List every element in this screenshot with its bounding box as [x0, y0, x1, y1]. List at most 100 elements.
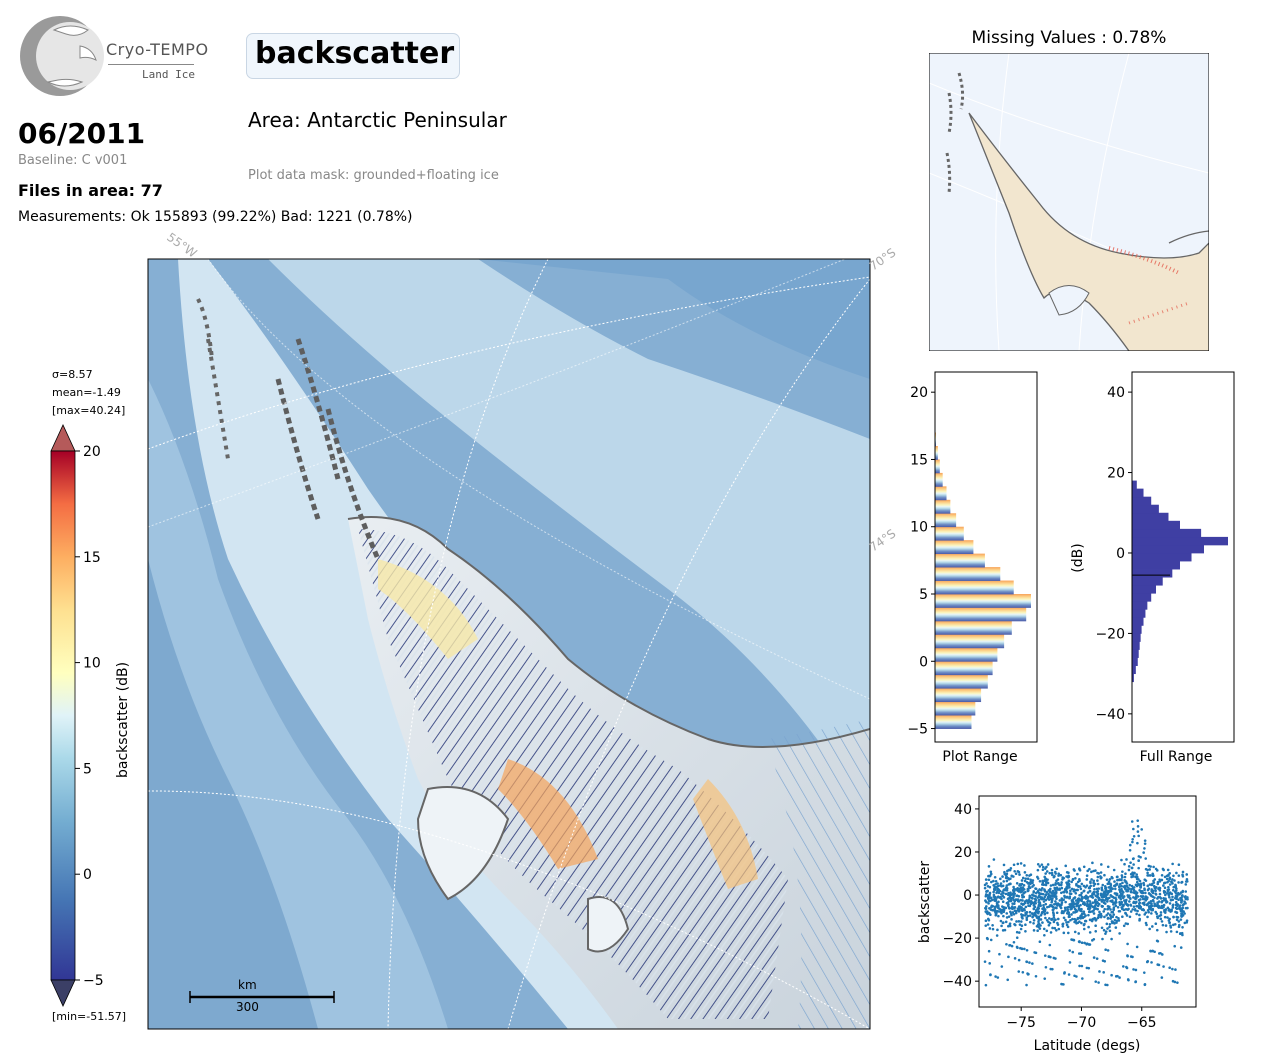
stat-mean: mean=-1.49	[52, 386, 121, 399]
scatter-point	[1028, 914, 1032, 917]
scatter-point	[1077, 884, 1080, 888]
scatter-point	[1005, 884, 1009, 887]
scatter-point	[1041, 921, 1044, 924]
scatter-point	[1089, 880, 1092, 884]
scatter-point	[991, 923, 994, 927]
scatter-point	[1013, 922, 1016, 926]
scatter-point	[1109, 914, 1113, 918]
scatter-point	[1168, 917, 1171, 921]
scatter-point	[1148, 892, 1152, 896]
scatter-point	[1000, 884, 1003, 888]
scatter-point	[1051, 967, 1054, 971]
scatter-point	[1081, 977, 1084, 980]
scatter-point	[1106, 893, 1109, 896]
scatter-point	[1138, 917, 1142, 921]
scatter-point	[1066, 908, 1070, 912]
scatter-point	[1117, 895, 1121, 899]
scatter-point	[1073, 917, 1077, 921]
scatter-point	[1042, 906, 1046, 909]
histogram-bar	[1132, 593, 1152, 602]
scatter-point	[1026, 877, 1030, 881]
measurements-label: Measurements: Ok 155893 (99.22%) Bad: 12…	[18, 209, 413, 225]
scatter-point	[1070, 899, 1074, 902]
scatter-point	[989, 870, 993, 874]
scatter-point	[988, 927, 992, 930]
scatter-point	[1144, 891, 1147, 895]
scatter-point	[1186, 897, 1189, 901]
scatter-point	[1136, 841, 1139, 845]
scatter-point	[1067, 913, 1071, 916]
scatter-point	[1065, 896, 1069, 899]
scatter-point	[1007, 868, 1011, 872]
scatter-point	[1064, 888, 1068, 892]
scatter-point	[1157, 887, 1161, 890]
scatter-point	[1132, 863, 1135, 866]
scatter-point	[1051, 883, 1055, 887]
scatter-point	[1050, 871, 1054, 875]
scatter-point	[1070, 880, 1073, 884]
scatter-point	[1119, 892, 1123, 896]
scatter-point	[1143, 983, 1147, 986]
plot-range-histogram: 20 15 10 5 0 −5 Plot Range	[907, 371, 1038, 765]
scatter-point	[1172, 874, 1175, 878]
scatter-point	[1109, 908, 1112, 911]
scatter-point	[1096, 879, 1099, 882]
scatter-point	[1077, 940, 1081, 943]
scatter-point	[1056, 921, 1059, 925]
scatter-point	[1043, 908, 1047, 911]
scatter-point	[1025, 912, 1028, 916]
scatter-point	[1160, 906, 1164, 910]
scatter-point	[987, 894, 991, 898]
scatter-point	[1012, 875, 1015, 878]
scatter-point	[1176, 915, 1180, 919]
scatter-point	[1044, 883, 1048, 887]
scatter-point	[1096, 875, 1100, 879]
scatter-point	[999, 877, 1002, 881]
scatter-point	[989, 973, 992, 977]
histogram-bar	[935, 620, 1012, 635]
scatter-point	[1185, 921, 1189, 924]
scatter-point	[1048, 871, 1052, 875]
scatter-point	[1119, 878, 1123, 881]
scatter-point	[1061, 876, 1065, 879]
scatter-point	[1092, 956, 1096, 959]
scatter-point	[1061, 924, 1065, 928]
scatter-point	[1122, 895, 1126, 898]
scatter-point	[1094, 980, 1098, 983]
scatter-point	[1161, 867, 1165, 871]
scatter-point	[1013, 870, 1016, 873]
scatter-point	[1126, 954, 1129, 958]
scatter-point	[1144, 921, 1148, 925]
scatter-point	[1044, 872, 1047, 875]
scatter-point	[1018, 873, 1021, 876]
scatter-point	[1153, 904, 1156, 908]
scatter-point	[1054, 906, 1057, 910]
scatter-point	[1054, 892, 1058, 895]
histogram-bar	[1132, 617, 1144, 626]
scatter-point	[1144, 911, 1148, 914]
scatter-point	[1131, 871, 1134, 874]
scatter-point	[1053, 918, 1056, 922]
plot-range-ticks: 20 15 10 5 0 −5	[907, 385, 935, 738]
scatter-point	[1158, 880, 1162, 883]
scatter-point	[1144, 899, 1148, 902]
tick-label: 0	[1116, 546, 1125, 562]
scatter-point	[1036, 896, 1039, 899]
scatter-point	[1009, 877, 1012, 880]
scatter-point	[984, 878, 988, 881]
scatter-point	[1113, 880, 1116, 883]
scatter-point	[1058, 903, 1061, 906]
scatter-point	[1175, 918, 1179, 922]
scatter-point	[1110, 937, 1113, 941]
scatter-point	[1177, 863, 1181, 867]
scatter-point	[1173, 879, 1176, 882]
scatter-point	[1092, 879, 1096, 883]
scatter-point	[1036, 868, 1040, 872]
scatter-point	[1118, 888, 1121, 891]
scatter-point	[1031, 885, 1034, 888]
histogram-bar	[935, 634, 1005, 649]
scatter-point	[1117, 916, 1120, 920]
scatter-point	[1095, 887, 1099, 891]
scatter-point	[1166, 889, 1170, 893]
scatter-point	[1103, 884, 1107, 888]
